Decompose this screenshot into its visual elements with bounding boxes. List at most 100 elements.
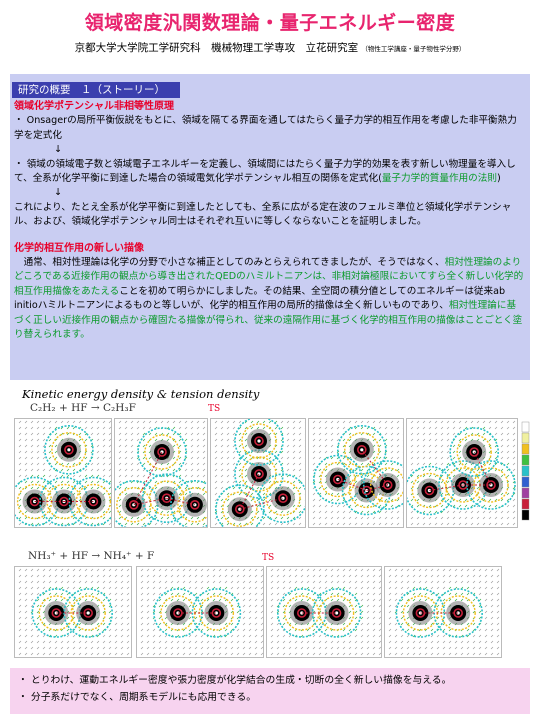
scale-swatch — [521, 465, 530, 477]
contour-inner — [241, 456, 277, 492]
contour-outer — [362, 460, 403, 510]
atom-ring — [161, 493, 172, 503]
atom-ring — [415, 608, 426, 618]
atom-ring — [469, 447, 479, 457]
reaction-2-label: NH₃⁺ + HF → NH₄⁺ + F — [28, 550, 155, 562]
atom-ring — [356, 444, 367, 455]
affiliation-main: 京都大学大学院工学研究科 機械物理工学専攻 立花研究室 — [74, 42, 359, 54]
overview-box — [10, 74, 530, 380]
paragraph-4: 通常、相対性理論は化学の分野で小さな補正としてのみとらえられてきましたが、そうで… — [14, 257, 524, 341]
atom-ring — [234, 504, 245, 514]
density-plot-7 — [136, 566, 264, 658]
density-plot-3 — [210, 418, 306, 528]
contour-inner — [456, 434, 492, 470]
contour-outer — [191, 588, 242, 638]
ts-label-2: TS — [262, 553, 275, 563]
density-plot-1 — [14, 418, 112, 528]
scale-swatch — [521, 509, 530, 521]
color-scale — [520, 418, 534, 528]
paragraph-2: ・ 領域の領域電子数と領域電子エネルギーを定義し、領域間にはたらく量子力学的効果… — [14, 158, 516, 185]
atom-ring — [296, 608, 307, 618]
density-plot-9 — [384, 566, 502, 658]
atom-center — [300, 611, 304, 615]
contour-outer — [234, 419, 284, 466]
contour-inner — [265, 480, 301, 516]
bond-path — [133, 451, 163, 506]
contour-outer — [395, 588, 446, 638]
atom-center — [418, 611, 422, 615]
contour-outer — [137, 427, 187, 477]
contour-inner — [320, 461, 356, 498]
atom-center — [257, 439, 261, 443]
contour-inner — [222, 491, 258, 527]
atom-ring — [424, 485, 435, 496]
summary-bullet-1: ・ とりわけ、運動エネルギー密度や張力密度が化学結合の生成・切断の全く新しい描像… — [18, 675, 452, 686]
atom-center — [427, 488, 431, 493]
vector-field — [140, 568, 263, 656]
arrow-1: ↓ — [54, 144, 63, 156]
bond-path — [166, 497, 196, 506]
contour-outer — [258, 473, 305, 523]
summary-bullet-2: ・ 分子系だけでなく、周期系モデルにも応用できる。 — [18, 692, 257, 703]
section1-heading: 領域化学ポテンシャル非相等性原理 — [14, 101, 174, 112]
scale-swatch — [521, 487, 530, 499]
bond-path — [239, 497, 284, 510]
atom-center — [335, 611, 339, 615]
atom-ring — [278, 493, 288, 503]
atom-center — [67, 448, 71, 452]
contour-inner — [177, 487, 207, 523]
contour-outer — [215, 484, 265, 527]
reaction-1-label: C₂H₂ + HF → C₂H₃F — [30, 402, 136, 414]
scale-swatch — [521, 498, 530, 510]
atom-center — [33, 499, 37, 504]
scale-swatch — [521, 421, 530, 433]
scale-swatch — [521, 432, 530, 444]
vector-field — [312, 420, 403, 526]
contour-outer — [449, 427, 499, 477]
density-plot-6 — [14, 566, 132, 658]
contour-outer — [153, 588, 203, 638]
arrow-2: ↓ — [54, 187, 63, 199]
atom-ring — [382, 480, 393, 490]
density-plot-2 — [114, 418, 208, 528]
contour-outer — [170, 480, 207, 527]
page-title: 領域密度汎関数理論・量子エネルギー密度 — [84, 12, 456, 34]
atom-center — [86, 611, 90, 615]
atom-ring — [254, 436, 264, 446]
overview-text: 領域化学ポテンシャル非相等性原理 ・ Onsagerの局所平衡仮説をもとに、領域… — [14, 100, 524, 343]
section2-heading: 化学的相互作用の新しい描像 — [14, 242, 144, 254]
summary-box: ・ とりわけ、運動エネルギー密度や張力密度が化学結合の生成・切断の全く新しい描像… — [10, 668, 530, 714]
atom-ring — [190, 500, 200, 510]
atom-center — [214, 611, 218, 615]
atom-center — [176, 611, 180, 615]
atom-ring — [211, 608, 222, 618]
contour-inner — [149, 480, 185, 516]
atom-center — [238, 507, 242, 511]
law-name: 量子力学的質量作用の法則 — [381, 173, 497, 185]
overview-label: 研究の概要 １（ストーリー） — [12, 82, 180, 98]
scale-swatch — [521, 454, 530, 466]
contour-outer — [312, 454, 363, 505]
contour-inner — [411, 472, 448, 509]
atom-ring — [332, 474, 343, 485]
atom-ring — [254, 469, 264, 479]
contour-outer — [311, 588, 362, 638]
bond-path — [337, 479, 367, 491]
bond-path — [429, 484, 464, 491]
ts-label-1: TS — [208, 404, 221, 414]
contour-inner — [473, 467, 509, 503]
contour-outer — [63, 588, 113, 638]
atom-ring — [331, 608, 342, 618]
scale-swatch — [521, 476, 530, 488]
contour-inner — [70, 595, 106, 631]
contour-inner — [344, 432, 380, 468]
contour-inner — [144, 434, 180, 470]
atom-ring — [83, 608, 93, 618]
bond-path — [239, 473, 260, 510]
affiliation-sub: （物性工学講座・量子物性学分野） — [361, 45, 466, 53]
scale-swatch — [521, 443, 530, 455]
paragraph-1: ・ Onsagerの局所平衡仮説をもとに、領域を隔てる界面を通してはたらく量子力… — [14, 115, 517, 141]
atom-center — [360, 448, 364, 452]
contour-inner — [241, 423, 277, 459]
density-plot-5 — [406, 418, 518, 528]
